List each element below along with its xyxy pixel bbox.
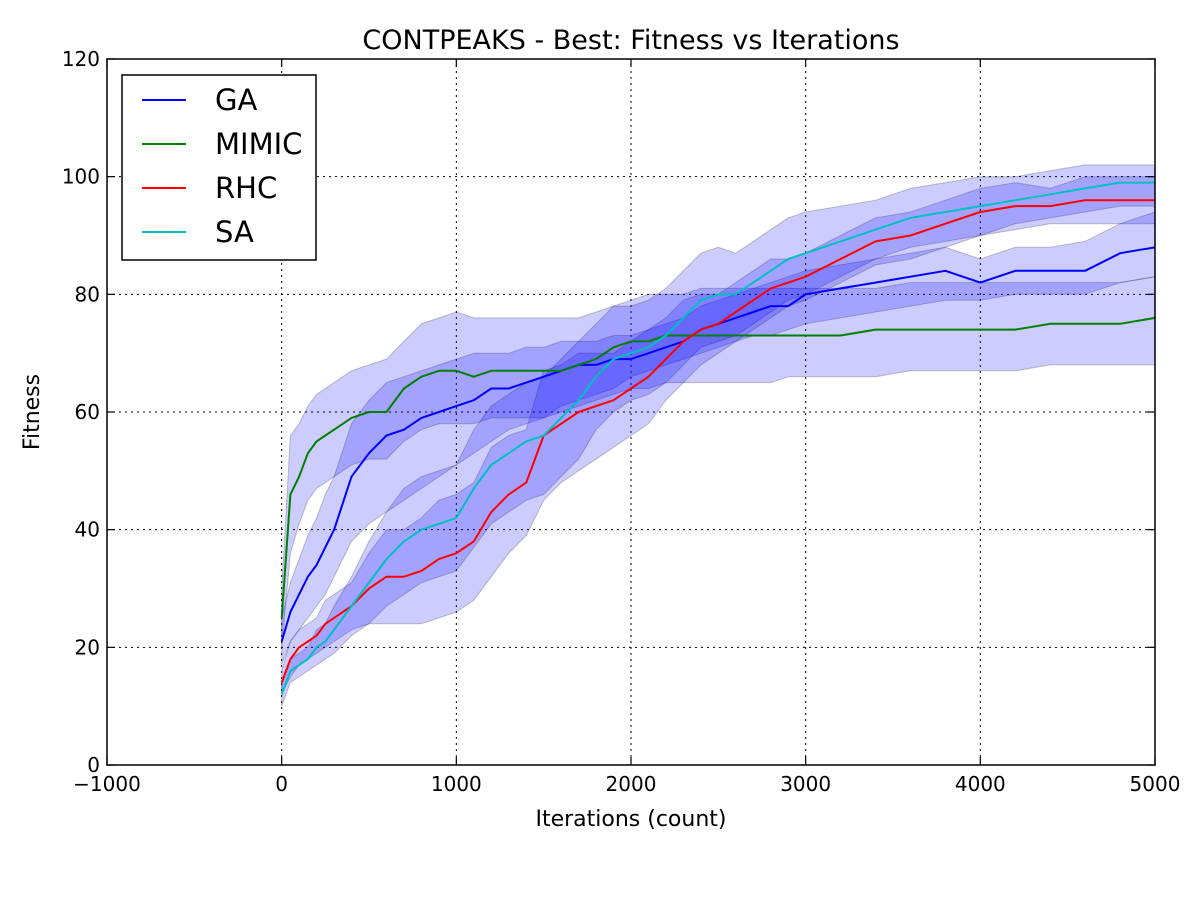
y-tick-label: 40	[75, 518, 100, 542]
mimic-legend-label: MIMIC	[215, 127, 302, 161]
x-tick-label: 0	[275, 772, 288, 796]
y-tick-label: 60	[75, 400, 100, 424]
y-tick-label: 100	[62, 165, 100, 189]
y-tick-label: 20	[75, 635, 100, 659]
rhc-legend-label: RHC	[215, 171, 277, 205]
y-tick-label: 120	[62, 47, 100, 71]
y-tick-label: 80	[75, 282, 100, 306]
legend: GA MIMIC RHC SA	[121, 74, 317, 261]
x-tick-label: 3000	[780, 772, 831, 796]
x-tick-label: 4000	[955, 772, 1006, 796]
y-tick-label: 0	[87, 753, 100, 777]
y-axis-label: Fitness	[20, 374, 45, 450]
ga-band	[281, 211, 1155, 666]
chart-title: CONTPEAKS - Best: Fitness vs Iterations	[362, 25, 899, 56]
x-tick-label: 5000	[1130, 772, 1181, 796]
x-tick-label: 1000	[431, 772, 482, 796]
rhc-band	[281, 176, 1155, 695]
legend-box	[121, 74, 317, 261]
axis-ticks: −1000 0 1000 2000 3000 4000 500002040608010012…	[62, 47, 1181, 796]
mimic-line	[280, 316, 1155, 618]
ga-legend-label: GA	[215, 83, 257, 117]
x-axis-label: Iterations (count)	[535, 807, 726, 832]
sa-legend-label: SA	[215, 215, 254, 249]
mimic-band	[281, 276, 1155, 648]
sa-line	[280, 181, 1155, 695]
series-lines	[280, 181, 1155, 695]
confidence-bands	[281, 164, 1155, 707]
ga-line	[280, 246, 1155, 642]
sa-band	[281, 164, 1155, 707]
x-tick-label: 2000	[606, 772, 657, 796]
x-tick-label: −1000	[73, 772, 141, 796]
